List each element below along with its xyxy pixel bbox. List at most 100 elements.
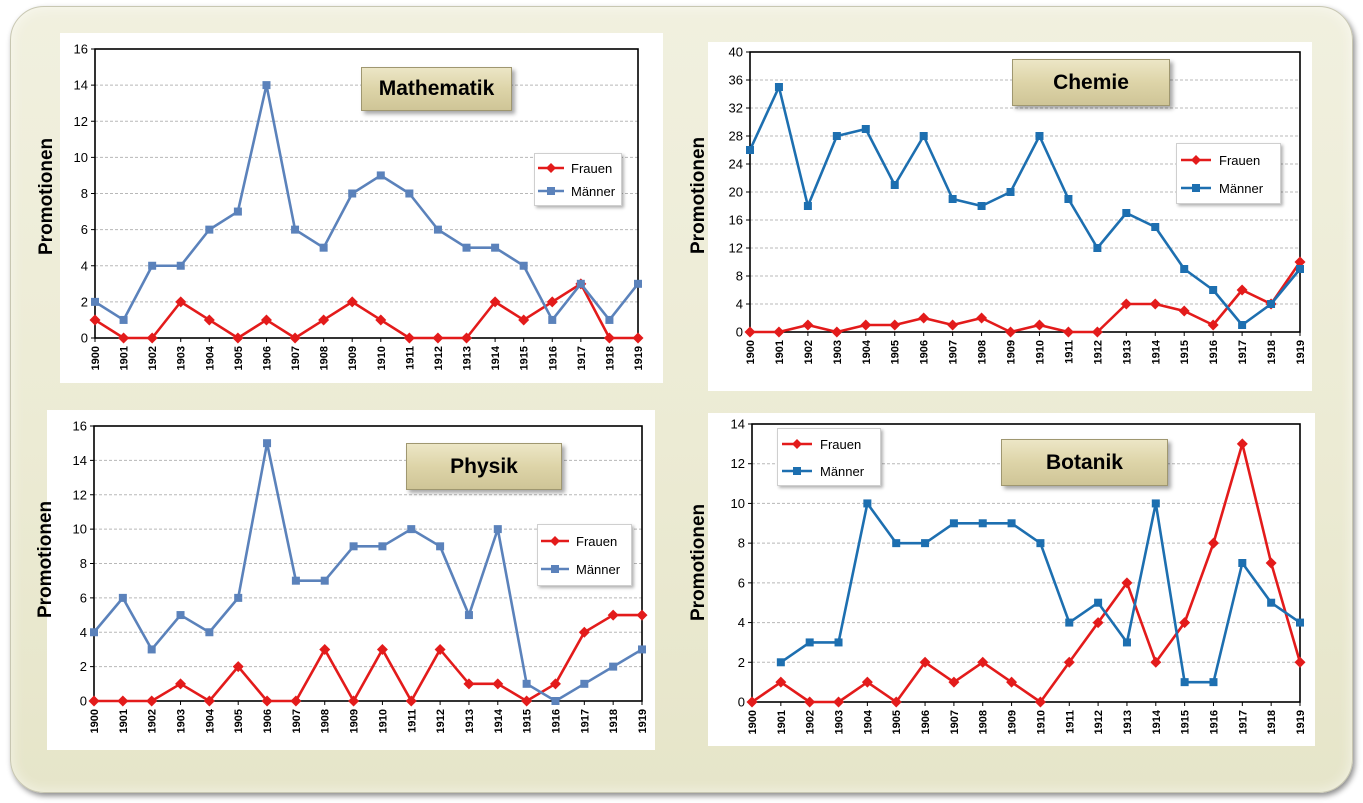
x-tick-label: 1913 xyxy=(1122,710,1134,734)
data-point xyxy=(1207,537,1219,549)
x-tick-label: 1914 xyxy=(1150,339,1162,364)
series-maenner xyxy=(746,83,1304,329)
x-tick-label: 1902 xyxy=(803,340,815,364)
series-line xyxy=(94,613,642,703)
series-maenner xyxy=(776,499,1304,687)
data-point xyxy=(1150,656,1162,668)
data-point xyxy=(521,695,533,707)
x-tick-label: 1906 xyxy=(261,346,273,370)
data-point xyxy=(774,83,783,91)
data-point xyxy=(918,312,930,324)
x-tick-label: 1911 xyxy=(1064,710,1076,734)
x-tick-label: 1912 xyxy=(1093,710,1105,734)
data-point xyxy=(233,207,242,216)
x-tick-label: 1915 xyxy=(519,346,531,370)
x-tick-label: 1900 xyxy=(745,340,757,364)
data-point xyxy=(1094,598,1103,607)
y-tick-label: 10 xyxy=(731,496,745,511)
x-tick-label: 1901 xyxy=(774,340,786,364)
series-line xyxy=(750,261,1302,334)
x-tick-label: 1906 xyxy=(262,709,274,733)
legend-item-maenner: Männer xyxy=(778,461,880,481)
chart-legend: Frauen Männer xyxy=(777,428,881,486)
data-point xyxy=(890,696,902,708)
x-tick-label: 1917 xyxy=(576,346,588,370)
data-point xyxy=(232,661,244,673)
data-point xyxy=(489,296,501,308)
data-point xyxy=(1151,223,1160,231)
legend-item-frauen: Frauen xyxy=(535,158,621,178)
x-tick-label: 1913 xyxy=(1121,340,1133,364)
data-point xyxy=(119,315,128,324)
data-point xyxy=(291,576,300,585)
y-tick-label: 16 xyxy=(74,42,88,57)
x-tick-label: 1902 xyxy=(805,710,817,734)
x-tick-label: 1903 xyxy=(176,346,188,370)
data-point xyxy=(349,542,358,551)
data-point xyxy=(1092,617,1104,629)
x-tick-label: 1902 xyxy=(147,709,159,733)
y-tick-label: 24 xyxy=(729,157,743,172)
data-point xyxy=(117,695,129,707)
data-point xyxy=(1267,300,1276,308)
series-line xyxy=(94,282,638,340)
legend-label: Frauen xyxy=(571,160,613,176)
y-tick-label: 8 xyxy=(81,186,88,201)
data-point xyxy=(551,697,560,705)
data-point xyxy=(146,695,158,707)
data-point xyxy=(346,296,358,308)
y-tick-label: 0 xyxy=(81,331,88,346)
legend-label: Männer xyxy=(1219,180,1264,196)
x-tick-label: 1908 xyxy=(978,710,990,734)
data-point xyxy=(89,314,101,326)
data-point xyxy=(263,439,272,448)
data-point xyxy=(348,189,357,198)
data-point xyxy=(1236,438,1248,450)
chart-legend: Frauen Männer xyxy=(1176,143,1281,204)
data-point xyxy=(290,695,302,707)
data-point xyxy=(319,243,328,252)
data-point xyxy=(947,319,959,331)
x-tick-label: 1903 xyxy=(832,340,844,364)
data-point xyxy=(889,319,901,331)
y-tick-label: 2 xyxy=(80,659,87,674)
x-tick-label: 1908 xyxy=(977,340,989,364)
data-point xyxy=(407,525,416,534)
data-point xyxy=(1007,519,1016,528)
x-tick-label: 1909 xyxy=(349,709,361,733)
data-point xyxy=(863,499,872,508)
legend-label: Frauen xyxy=(1219,152,1261,168)
x-tick-label: 1903 xyxy=(834,710,846,734)
y-tick-label: 8 xyxy=(738,536,745,551)
data-point xyxy=(1091,326,1103,338)
x-tick-label: 1919 xyxy=(637,709,649,733)
y-axis-label: Promotionen xyxy=(35,500,56,618)
y-tick-label: 4 xyxy=(738,615,745,630)
data-point xyxy=(1236,284,1248,296)
data-point xyxy=(546,296,558,308)
legend-label: Männer xyxy=(576,561,621,577)
data-point xyxy=(833,696,845,708)
y-tick-label: 6 xyxy=(81,222,88,237)
x-tick-label: 1906 xyxy=(920,710,932,734)
data-point xyxy=(376,643,388,655)
x-tick-label: 1916 xyxy=(1208,340,1220,364)
data-point xyxy=(636,609,648,621)
x-tick-label: 1907 xyxy=(290,346,302,370)
data-point xyxy=(773,326,785,338)
x-tick-label: 1907 xyxy=(291,709,303,733)
y-tick-label: 14 xyxy=(74,78,88,93)
x-tick-label: 1901 xyxy=(119,346,131,370)
y-tick-label: 16 xyxy=(73,419,87,434)
data-point xyxy=(146,332,158,344)
data-point xyxy=(1265,557,1277,569)
data-point xyxy=(803,202,812,210)
x-tick-label: 1917 xyxy=(1237,340,1249,364)
legend-item-frauen: Frauen xyxy=(538,531,631,551)
data-point xyxy=(433,225,442,234)
y-tick-label: 0 xyxy=(80,694,87,709)
x-tick-label: 1918 xyxy=(1266,710,1278,734)
chart-legend: Frauen Männer xyxy=(534,153,622,206)
data-point xyxy=(1294,256,1306,268)
data-point xyxy=(232,332,244,344)
